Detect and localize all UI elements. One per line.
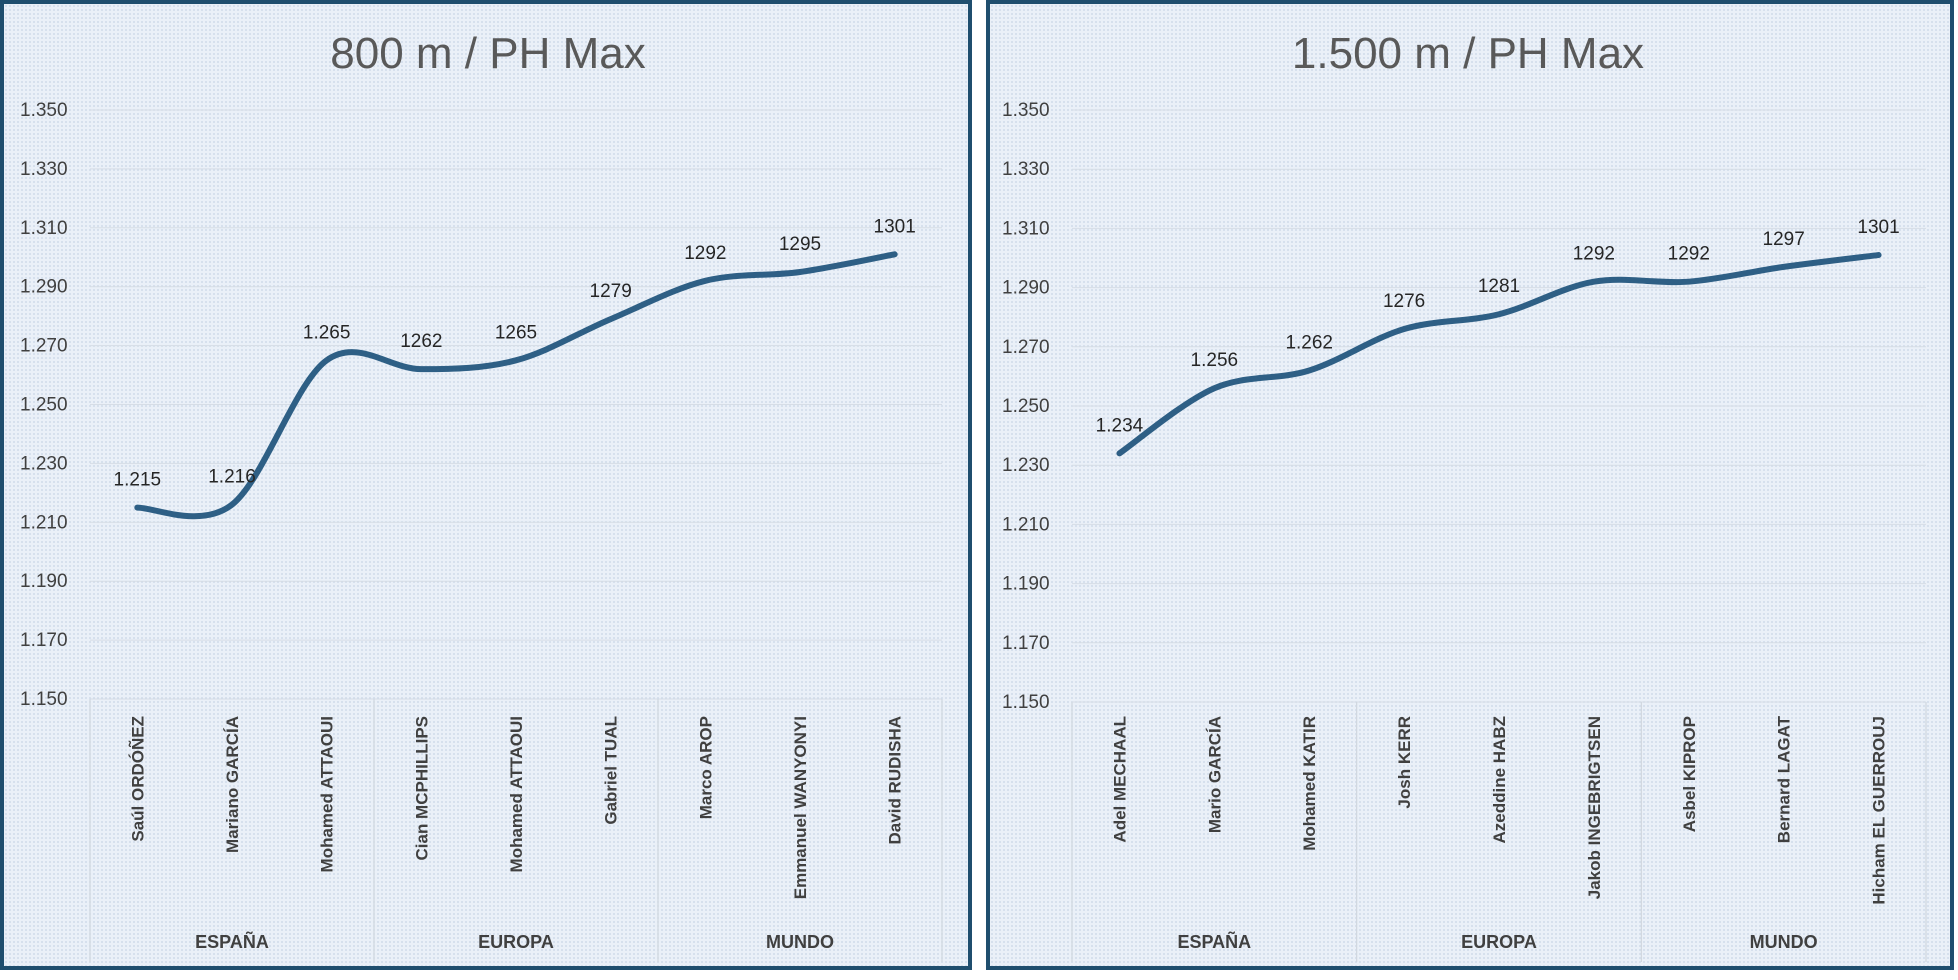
data-label: 1295 [779,234,821,255]
chart-panel-800m: 800 m / PH Max 1.150 1.170 1.190 1.210 1.230 1… [0,0,972,970]
group-label: ESPAÑA [1177,931,1251,952]
data-label: 1279 [590,281,632,302]
line-chart-1500m: 1.500 m / PH Max 1.150 1.170 1.190 1.210 1.23… [1002,29,1927,962]
category-label: Hicham EL GUERROUJ [1870,716,1889,905]
data-label: 1281 [1478,276,1520,297]
data-label: 1.216 [208,467,256,488]
group-label: ESPAÑA [195,931,269,952]
y-tick-label: 1.330 [1002,159,1050,180]
data-label: 1.265 [303,322,351,343]
y-tick-label: 1.170 [20,630,68,651]
category-label: Emmanuel WANYONYI [791,716,810,899]
y-tick-label: 1.290 [20,277,68,298]
y-tick-label: 1.190 [20,571,68,592]
data-label: 1276 [1383,291,1425,312]
data-point [230,502,234,507]
data-point [1497,312,1501,317]
data-label: 1265 [495,322,537,343]
category-label: Mohamed KATIR [1300,716,1319,851]
data-point [1402,327,1407,332]
group-label: EUROPA [1461,932,1537,952]
y-tick-label: 1.210 [1002,514,1050,535]
data-label: 1292 [1573,244,1615,265]
y-tick-label: 1.270 [1002,337,1050,358]
group-label: MUNDO [766,932,834,952]
category-label: David RUDISHA [886,716,905,844]
data-point [1591,279,1596,284]
data-point [1117,451,1122,456]
category-label: Bernard LAGAT [1775,715,1794,843]
data-label: 1292 [1668,244,1710,265]
y-tick-label: 1.230 [1002,455,1050,476]
y-tick-label: 1.250 [1002,396,1050,417]
data-point [892,252,897,257]
data-point [419,367,424,372]
series-line [134,251,898,520]
data-point [1781,264,1786,269]
category-label: Marco AROP [696,716,715,819]
category-label: Mohamed ATTAOUI [507,716,526,872]
y-tick-label: 1.330 [20,159,68,180]
category-label: Azeddine HABZ [1490,716,1509,844]
y-tick-label: 1.150 [1002,692,1050,713]
y-tick-label: 1.230 [20,453,68,474]
y-tick-label: 1.190 [1002,574,1050,595]
category-label: Mariano GARCÍA [223,716,242,853]
y-tick-label: 1.250 [20,395,68,416]
line-chart-800m: 800 m / PH Max 1.150 1.170 1.190 1.210 1.230 1… [20,29,943,962]
category-label: Jakob INGEBRIGTSEN [1585,716,1604,899]
data-point [1307,368,1312,373]
category-label: Cian MCPHILLIPS [412,716,431,861]
data-label: 1262 [400,331,442,352]
group-label: EUROPA [478,932,554,952]
data-label: 1.215 [114,470,162,491]
y-tick-label: 1.270 [20,336,68,357]
data-point [1876,253,1881,258]
group-label: MUNDO [1750,932,1818,952]
y-tick-label: 1.310 [20,218,68,239]
category-label: Gabriel TUAL [602,716,621,825]
y-tick-label: 1.350 [1002,100,1050,121]
data-point [1686,279,1691,284]
chart-panel-1500m: 1.500 m / PH Max 1.150 1.170 1.190 1.210 1.23… [986,0,1954,970]
chart-title: 1.500 m / PH Max [1292,29,1644,78]
data-label: 1.262 [1285,332,1333,353]
data-point [703,278,708,283]
category-label: Asbel KIPROP [1680,716,1699,832]
data-label: 1292 [684,243,726,264]
data-point [135,505,140,510]
y-tick-label: 1.150 [20,689,68,710]
data-label: 1.234 [1096,415,1144,436]
category-label: Mario GARCÍA [1205,716,1224,833]
category-label: Josh KERR [1395,716,1414,809]
y-tick-label: 1.290 [1002,278,1050,299]
data-label: 1301 [874,216,916,237]
chart-title: 800 m / PH Max [330,29,645,78]
y-tick-label: 1.350 [20,100,68,121]
data-point [798,269,802,274]
y-tick-label: 1.210 [20,512,68,533]
data-point [608,317,613,322]
data-label: 1.256 [1191,350,1239,371]
data-label: 1301 [1857,217,1899,238]
category-label: Adel MECHAAL [1110,716,1129,843]
category-label: Saúl ORDÓÑEZ [127,716,147,842]
category-label: Mohamed ATTAOUI [318,716,337,872]
data-point [1212,386,1217,391]
y-tick-label: 1.170 [1002,633,1050,654]
data-point [514,358,518,363]
data-label: 1297 [1763,229,1805,250]
data-point [324,358,329,363]
y-tick-label: 1.310 [1002,218,1050,239]
